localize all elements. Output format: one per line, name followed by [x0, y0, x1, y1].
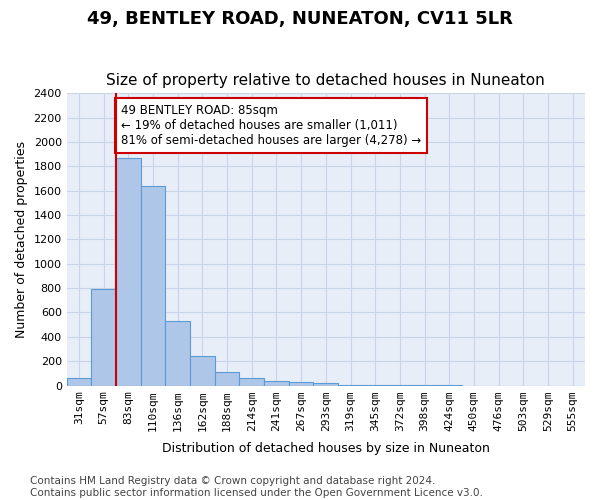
Bar	[141, 186, 166, 386]
Bar	[215, 372, 239, 386]
Bar	[289, 382, 313, 386]
X-axis label: Distribution of detached houses by size in Nuneaton: Distribution of detached houses by size …	[162, 442, 490, 455]
Bar	[313, 383, 338, 386]
Title: Size of property relative to detached houses in Nuneaton: Size of property relative to detached ho…	[106, 73, 545, 88]
Y-axis label: Number of detached properties: Number of detached properties	[15, 141, 28, 338]
Text: Contains HM Land Registry data © Crown copyright and database right 2024.
Contai: Contains HM Land Registry data © Crown c…	[30, 476, 483, 498]
Bar	[116, 158, 141, 386]
Bar	[264, 380, 289, 386]
Bar	[190, 356, 215, 386]
Bar	[239, 378, 264, 386]
Text: 49, BENTLEY ROAD, NUNEATON, CV11 5LR: 49, BENTLEY ROAD, NUNEATON, CV11 5LR	[87, 10, 513, 28]
Bar	[67, 378, 91, 386]
Bar	[91, 290, 116, 386]
Text: 49 BENTLEY ROAD: 85sqm
← 19% of detached houses are smaller (1,011)
81% of semi-: 49 BENTLEY ROAD: 85sqm ← 19% of detached…	[121, 104, 421, 148]
Bar	[338, 385, 363, 386]
Bar	[166, 321, 190, 386]
